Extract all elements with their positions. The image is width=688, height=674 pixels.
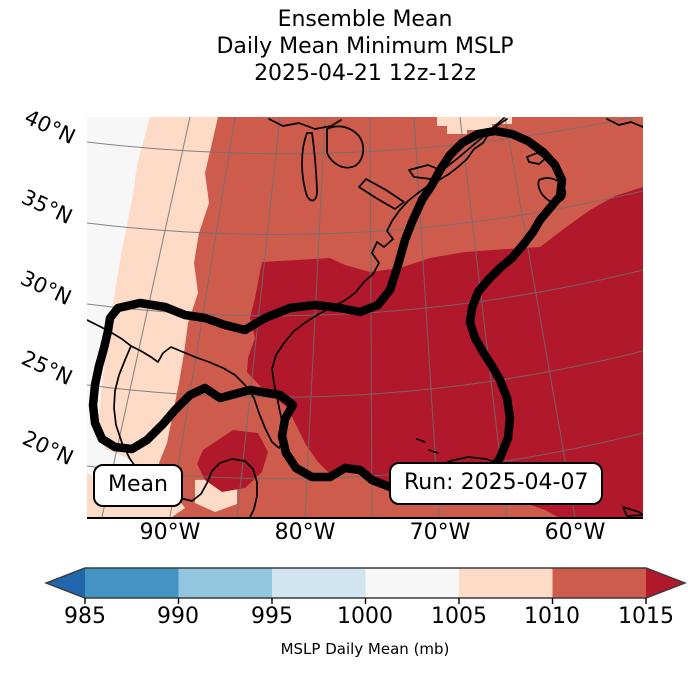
colorbar-seg-985-990 bbox=[85, 568, 179, 598]
colorbar-under-arrow bbox=[46, 568, 85, 598]
colorbar-seg-1005-1010 bbox=[459, 568, 553, 598]
lon-tick-90w: 90°W bbox=[139, 520, 201, 545]
lat-tick-25n: 25°N bbox=[17, 345, 77, 391]
colorbar-seg-990-995 bbox=[178, 568, 272, 598]
lon-tick-80w: 80°W bbox=[274, 520, 336, 545]
run-date-box: Run: 2025-04-07 bbox=[389, 462, 604, 505]
colorbar-seg-1010-1015 bbox=[552, 568, 646, 598]
colorbar-over-arrow bbox=[646, 568, 685, 598]
fill-region-top-1005-1010 bbox=[437, 117, 512, 134]
cb-tick-995: 995 bbox=[251, 604, 293, 629]
colorbar-seg-995-1000 bbox=[272, 568, 366, 598]
fill-region-southeast-over-1015 bbox=[247, 187, 643, 517]
title-line-1: Ensemble Mean bbox=[277, 7, 453, 32]
fill-region-westgulf-over-1015 bbox=[197, 430, 268, 492]
colorbar[interactable] bbox=[0, 560, 688, 606]
title-line-2: Daily Mean Minimum MSLP bbox=[216, 34, 514, 59]
colorbar-seg-1000-1005 bbox=[365, 568, 459, 598]
lon-tick-60w: 60°W bbox=[544, 520, 606, 545]
mean-label-box: Mean bbox=[93, 464, 183, 507]
cb-tick-1000: 1000 bbox=[337, 604, 393, 629]
fill-region-west-1000-1005 bbox=[87, 117, 150, 486]
lon-tick-70w: 70°W bbox=[409, 520, 471, 545]
cb-tick-1015: 1015 bbox=[618, 604, 674, 629]
colorbar-axis-label: MSLP Daily Mean (mb) bbox=[280, 640, 450, 658]
thick-ensemble-contour bbox=[88, 126, 567, 504]
map-canvas[interactable] bbox=[87, 117, 643, 519]
lat-tick-30n: 30°N bbox=[16, 265, 76, 311]
cb-tick-985: 985 bbox=[64, 604, 106, 629]
title-line-3: 2025-04-21 12z-12z bbox=[254, 61, 476, 86]
plot-title: Ensemble Mean Daily Mean Minimum MSLP 20… bbox=[87, 6, 643, 87]
lat-tick-40n: 40°N bbox=[20, 104, 80, 150]
cb-tick-1010: 1010 bbox=[524, 604, 580, 629]
cb-tick-1005: 1005 bbox=[431, 604, 487, 629]
colorbar-tick-marks bbox=[84, 598, 647, 604]
lat-tick-20n: 20°N bbox=[18, 425, 78, 471]
cb-tick-990: 990 bbox=[157, 604, 199, 629]
lat-tick-35n: 35°N bbox=[17, 184, 77, 230]
